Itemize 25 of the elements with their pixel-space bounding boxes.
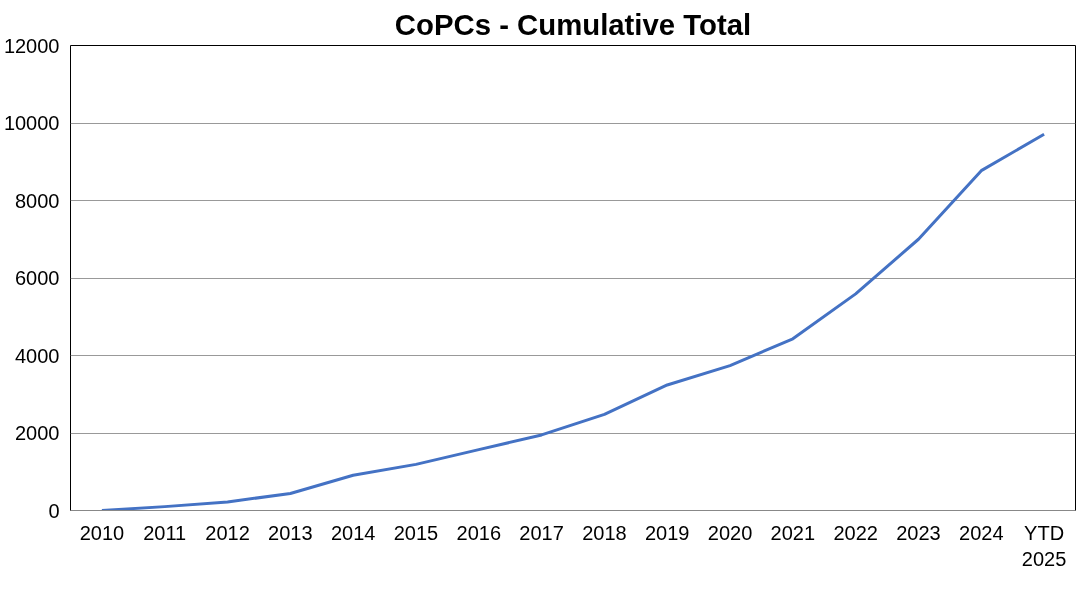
- line-series: [100, 132, 1046, 511]
- y-tick-label: 2000: [15, 422, 60, 444]
- y-tick-label: 8000: [15, 189, 60, 212]
- x-tick-label: 2020: [707, 521, 753, 544]
- x-tick-label: 2018: [582, 521, 627, 544]
- x-tick-label: 2022: [833, 521, 878, 544]
- x-tick-label: 2023: [896, 521, 941, 544]
- x-tick-label: YTD 2025: [1021, 521, 1067, 570]
- x-tick-label: 2016: [456, 521, 502, 544]
- x-tick-label: 2021: [770, 521, 816, 544]
- x-tick-label: 2024: [959, 521, 1004, 544]
- x-tick-label: 2019: [644, 521, 690, 544]
- chart-title: CoPCs - Cumulative Total: [394, 7, 752, 41]
- y-tick-label: 6000: [15, 267, 60, 289]
- y-tick-label: 10000: [3, 112, 60, 134]
- x-tick-label: 2010: [79, 521, 125, 544]
- x-tick-label: 2011: [143, 521, 187, 544]
- y-tick-label: 12000: [3, 34, 60, 57]
- x-tick-label: 2013: [268, 521, 313, 544]
- y-tick-label: 4000: [15, 344, 60, 367]
- x-tick-label: 2012: [205, 521, 250, 544]
- x-tick-label: 2017: [519, 521, 564, 544]
- x-tick-label: 2015: [393, 521, 439, 544]
- x-tick-label: 2014: [330, 521, 376, 544]
- y-tick-label: 0: [48, 499, 60, 522]
